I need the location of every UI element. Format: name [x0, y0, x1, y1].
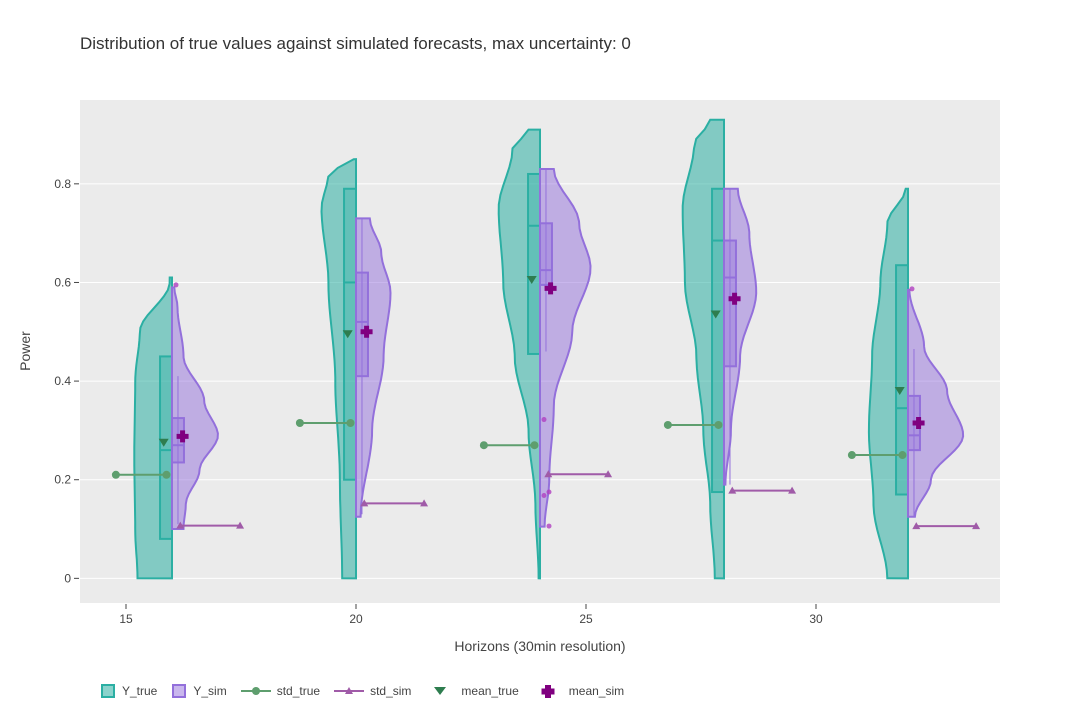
legend-label-mean-sim: mean_sim: [568, 684, 625, 698]
y-tick-label: 0.8: [54, 177, 71, 191]
mean-true-marker: [342, 330, 353, 339]
std-true-marker: [663, 420, 672, 429]
box-true: [711, 187, 725, 494]
std-true-marker: [346, 419, 355, 428]
chart-plot: 0 0.2 0.4 0.6 0.8 15 20 25 30 Horizons (30min r…: [17, 100, 1000, 654]
outlier-sim: [541, 417, 547, 423]
legend-item-y-true[interactable]: Y_true: [100, 684, 157, 698]
violin-true: [681, 118, 725, 580]
std-true-marker: [479, 441, 488, 450]
violin-sim: [171, 286, 219, 531]
std-sim-marker: [544, 470, 553, 478]
std-sim-marker: [176, 521, 185, 529]
y-tick-label: 0.4: [54, 374, 71, 388]
violin-true: [497, 128, 541, 580]
violin-true: [867, 187, 909, 580]
legend-item-std-true[interactable]: std_true: [240, 684, 321, 698]
x-tick-label: 25: [579, 612, 593, 626]
legend-swatch-std-sim: [334, 687, 365, 694]
legend-label-y-true: Y_true: [122, 684, 158, 698]
box-true: [527, 172, 541, 355]
legend-swatch-mean-true: [434, 687, 447, 695]
legend-swatch-mean-sim: [541, 685, 555, 698]
legend-swatch-y-sim: [172, 684, 187, 698]
std-sim-marker: [604, 470, 613, 478]
mean-sim-marker: [544, 282, 557, 295]
mean-true-marker: [526, 275, 537, 284]
outlier-sim: [546, 489, 552, 495]
std-sim-marker: [728, 486, 737, 494]
y-axis: 0 0.2 0.4 0.6 0.8: [54, 177, 79, 585]
std-true-marker: [847, 451, 856, 460]
legend-label-y-sim: Y_sim: [193, 684, 227, 698]
x-axis: 15 20 25 30: [119, 604, 823, 626]
violin-true: [133, 276, 173, 580]
legend-label-mean-true: mean_true: [461, 684, 519, 698]
std-sim-marker: [420, 499, 429, 507]
std-true-marker: [111, 470, 120, 479]
outlier-sim: [909, 286, 915, 292]
outlier-sim: [541, 492, 547, 498]
std-sim-marker: [788, 486, 797, 494]
mean-sim-marker: [176, 430, 189, 443]
legend-swatch-std-true: [240, 687, 271, 695]
x-axis-title: Horizons (30min resolution): [454, 638, 625, 654]
std-true-marker: [898, 451, 907, 460]
std-sim-marker: [912, 522, 921, 530]
box-sim: [539, 222, 553, 286]
std-true-marker: [295, 419, 304, 428]
violin-sim: [907, 288, 965, 518]
violin-sim: [355, 217, 392, 518]
std-sim-marker: [360, 499, 369, 507]
legend-label-std-sim: std_sim: [370, 684, 412, 698]
marker-layer: [111, 275, 981, 530]
y-tick-label: 0.6: [54, 275, 71, 289]
std-sim-marker: [972, 522, 981, 530]
y-tick-label: 0: [64, 571, 71, 585]
std-sim-marker: [236, 521, 245, 529]
box-true: [159, 355, 173, 540]
outlier-sim: [546, 523, 552, 529]
mean-true-marker: [710, 310, 721, 319]
legend-swatch-y-true: [101, 684, 115, 698]
mean-true-marker: [894, 386, 905, 395]
mean-sim-marker: [728, 292, 741, 305]
box-true: [895, 264, 909, 496]
legend: Y_true Y_sim std_true std_sim mean_true …: [100, 684, 638, 698]
mean-sim-marker: [360, 325, 373, 338]
y-axis-title: Power: [17, 331, 33, 371]
outlier-sim: [173, 282, 179, 288]
violin-true: [320, 158, 357, 580]
x-tick-label: 30: [809, 612, 823, 626]
legend-item-y-sim[interactable]: Y_sim: [171, 684, 227, 698]
legend-label-std-true: std_true: [276, 684, 321, 698]
x-tick-label: 20: [349, 612, 363, 626]
std-true-marker: [714, 420, 723, 429]
violin-sim: [723, 187, 758, 486]
x-tick-label: 15: [119, 612, 133, 626]
box-sim: [355, 271, 369, 378]
legend-item-mean-true[interactable]: mean_true: [425, 684, 519, 698]
std-true-marker: [162, 470, 171, 479]
legend-item-mean-sim[interactable]: mean_sim: [533, 684, 624, 698]
legend-item-std-sim[interactable]: std_sim: [334, 684, 411, 698]
mean-sim-marker: [912, 417, 925, 430]
y-tick-label: 0.2: [54, 473, 71, 487]
std-true-marker: [530, 441, 539, 450]
chart-title: Distribution of true values against simu…: [80, 34, 631, 53]
mean-true-marker: [158, 438, 169, 447]
